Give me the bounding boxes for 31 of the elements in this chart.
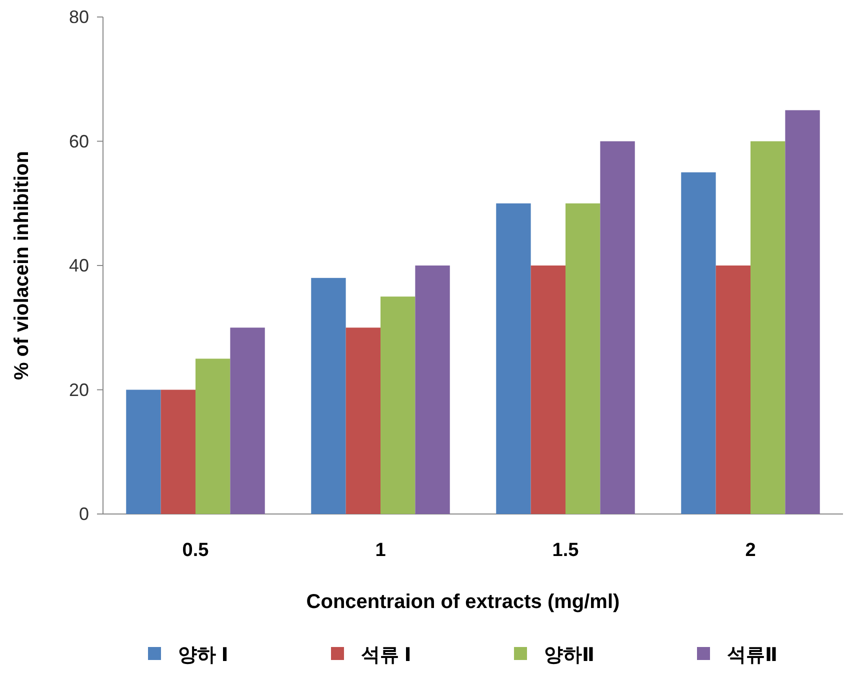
bar <box>750 141 786 514</box>
bar <box>600 141 635 514</box>
y-tick-label: 60 <box>68 131 89 152</box>
bar <box>230 328 265 514</box>
bar <box>716 266 750 514</box>
legend-label: 양하Ⅱ <box>544 645 595 666</box>
bar <box>196 358 230 514</box>
bar <box>681 172 716 514</box>
legend-label: 양하 Ⅰ <box>178 645 228 666</box>
y-axis-title: % of violacein inhibition <box>11 151 33 380</box>
x-tick-label: 1.5 <box>552 540 580 561</box>
bar <box>311 278 346 514</box>
x-tick-label: 0.5 <box>182 540 210 561</box>
bar <box>530 266 566 514</box>
bar <box>380 296 416 514</box>
bar <box>496 203 531 514</box>
x-axis-title: Concentraion of extracts (mg/ml) <box>306 591 620 613</box>
bar <box>160 390 196 514</box>
y-tick-label: 20 <box>68 380 89 400</box>
bar <box>566 203 600 514</box>
bar <box>126 390 161 514</box>
y-tick-label: 0 <box>78 504 89 524</box>
x-tick-label: 1 <box>375 540 386 561</box>
y-tick-label: 40 <box>68 256 89 276</box>
x-tick-label: 2 <box>745 540 756 561</box>
bar <box>415 266 450 514</box>
bar <box>346 328 380 514</box>
y-tick-label: 80 <box>68 7 89 27</box>
bar <box>785 110 820 514</box>
legend-label: 석류Ⅱ <box>727 645 778 666</box>
legend-label: 석류 Ⅰ <box>361 645 412 666</box>
